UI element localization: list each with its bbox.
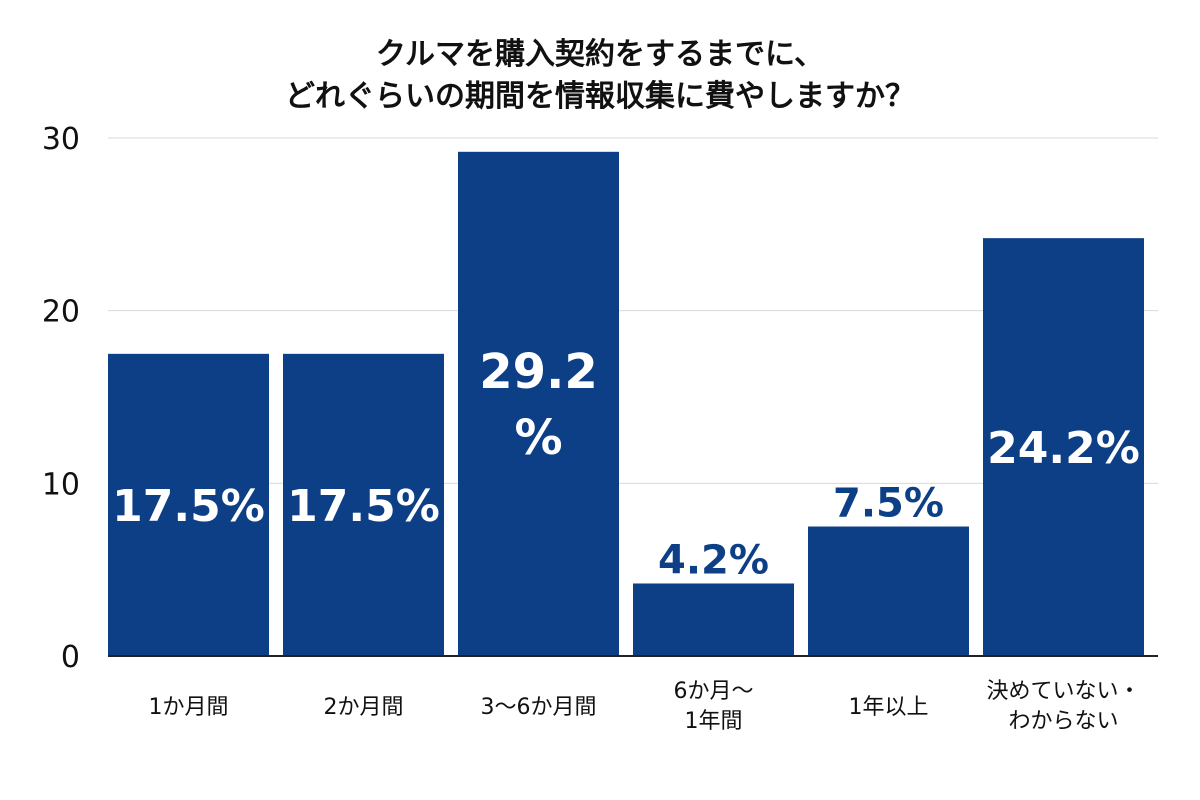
data-label-5: 7.5% — [833, 481, 944, 527]
x-category-label: 2か月間 — [324, 695, 404, 720]
y-tick-label: 20 — [42, 295, 80, 330]
y-tick-label: 0 — [61, 640, 80, 675]
bar-2 — [283, 353, 444, 656]
bar-3 — [458, 151, 619, 656]
x-category-label: 1か月間 — [149, 695, 229, 720]
chart-title-line-1: クルマを購入契約をするまでに、 — [375, 37, 825, 72]
data-label-3: 29.2 — [479, 344, 597, 400]
x-category-label: 6か月〜 — [674, 679, 754, 704]
bar-6 — [983, 238, 1144, 656]
bar-1 — [108, 353, 269, 656]
bar-4 — [633, 583, 794, 656]
data-label-3: % — [514, 410, 562, 466]
x-category-label: 3〜6か月間 — [481, 695, 597, 720]
data-label-6: 24.2% — [987, 423, 1140, 474]
x-category-label: 1年間 — [685, 709, 743, 734]
data-label-2: 17.5% — [287, 481, 440, 532]
chart-title: クルマを購入契約をするまでに、 どれぐらいの期間を情報収集に費やしますか？ — [0, 34, 1200, 118]
x-category-label: わからない — [1008, 709, 1118, 734]
x-category-label: 1年以上 — [849, 695, 929, 720]
y-tick-label: 10 — [42, 467, 80, 502]
y-tick-label: 30 — [42, 122, 80, 157]
x-category-label: 決めていない・ — [986, 679, 1140, 704]
chart-title-line-2: どれぐらいの期間を情報収集に費やしますか？ — [285, 79, 915, 114]
bar-5 — [808, 526, 969, 656]
data-label-4: 4.2% — [658, 537, 769, 583]
data-label-1: 17.5% — [112, 481, 265, 532]
